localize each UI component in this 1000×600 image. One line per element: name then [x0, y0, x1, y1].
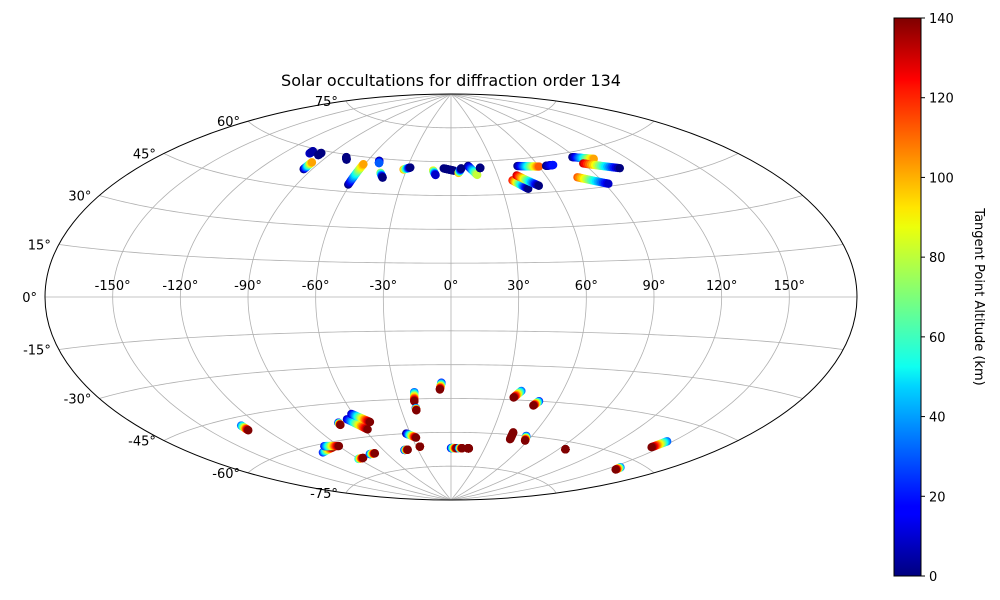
data-point: [363, 425, 372, 434]
parallel-line: [58, 244, 844, 264]
colorbar-tick-label: 60: [929, 331, 946, 346]
lat-tick-label: -45°: [128, 435, 156, 450]
colorbar-tick-label: 40: [929, 411, 946, 426]
data-point: [524, 184, 533, 193]
data-point: [358, 453, 368, 463]
lon-tick-label: 120°: [706, 279, 737, 294]
lat-tick-label: 60°: [217, 115, 240, 130]
lon-tick-label: -60°: [302, 279, 330, 294]
data-point: [336, 420, 345, 430]
lat-tick-label: 75°: [315, 95, 338, 110]
lat-tick-label: -15°: [23, 344, 51, 359]
data-point: [529, 401, 538, 410]
parallel-line: [345, 100, 557, 129]
data-point: [561, 445, 570, 454]
data-point: [342, 155, 351, 164]
colorbar-ticks: 0 20 40 60 80 100 120 140: [921, 12, 954, 585]
data-point: [548, 160, 558, 170]
data-point: [334, 441, 344, 451]
data-point: [307, 158, 317, 167]
data-point: [534, 181, 544, 190]
data-point: [520, 436, 530, 445]
data-point: [475, 163, 485, 173]
lat-tick-label: -60°: [212, 467, 240, 482]
data-point: [359, 159, 368, 169]
data-point: [457, 164, 466, 173]
data-point: [615, 163, 625, 173]
parallel-line: [99, 195, 803, 230]
data-point: [406, 163, 415, 172]
data-point: [365, 417, 375, 427]
colorbar-gradient: [893, 17, 922, 577]
data-point: [378, 173, 387, 182]
parallel-line: [58, 330, 844, 350]
colorbar: 0 20 40 60 80 100 120 140 Tangent Point Altitud…: [893, 12, 986, 585]
lon-tick-label: 0°: [444, 279, 459, 294]
parallel-line: [163, 153, 739, 196]
lat-tick-label: 45°: [133, 147, 156, 162]
occultation-points: [236, 147, 672, 474]
colorbar-tick-label: 120: [929, 92, 954, 107]
lat-tick-label: 0°: [22, 291, 37, 306]
chart-title: Solar occultations for diffraction order…: [281, 71, 621, 90]
data-point: [314, 150, 323, 160]
lon-tick-label: -150°: [95, 279, 131, 294]
parallel-line: [163, 398, 739, 441]
parallel-line: [345, 465, 557, 494]
data-point: [611, 465, 620, 474]
lat-tick-label: 30°: [68, 190, 91, 205]
lon-tick-label: 60°: [575, 279, 598, 294]
data-point: [473, 170, 482, 180]
data-point: [464, 444, 474, 453]
data-point: [505, 435, 515, 444]
lon-tick-label: 90°: [642, 279, 665, 294]
data-point: [411, 433, 421, 442]
lon-tick-label: -30°: [369, 279, 397, 294]
data-point: [534, 162, 544, 171]
data-point: [412, 406, 421, 415]
data-point: [415, 442, 425, 451]
colorbar-tick-label: 80: [929, 251, 946, 266]
lat-tick-label: -30°: [64, 393, 92, 408]
data-point: [410, 397, 419, 406]
data-point: [604, 179, 613, 188]
parallel-line: [247, 120, 655, 163]
data-point: [647, 442, 656, 452]
colorbar-tick-label: 20: [929, 490, 946, 505]
lat-tick-label: 15°: [28, 238, 51, 253]
graticule: [45, 93, 857, 501]
data-point: [435, 385, 445, 394]
map-boundary: [44, 93, 858, 501]
data-point: [431, 170, 440, 180]
data-point: [403, 445, 412, 454]
lon-tick-label: -90°: [234, 279, 262, 294]
lon-tick-label: -120°: [162, 279, 198, 294]
data-point: [509, 393, 518, 402]
axis-tick-labels: -150° -120° -90° -60° -30° 0° 30° 60° 90° 120° 150…: [22, 95, 805, 502]
data-point: [370, 449, 380, 458]
data-point: [244, 426, 253, 435]
colorbar-tick-label: 0: [929, 570, 937, 585]
data-point: [374, 159, 384, 168]
lon-tick-label: 150°: [774, 279, 805, 294]
colorbar-label: Tangent Point Altitude (km): [971, 207, 986, 385]
parallel-line: [99, 364, 803, 399]
colorbar-tick-label: 100: [929, 171, 954, 186]
parallel-line: [247, 431, 655, 474]
colorbar-tick-label: 140: [929, 12, 954, 27]
lon-tick-label: 30°: [507, 279, 530, 294]
